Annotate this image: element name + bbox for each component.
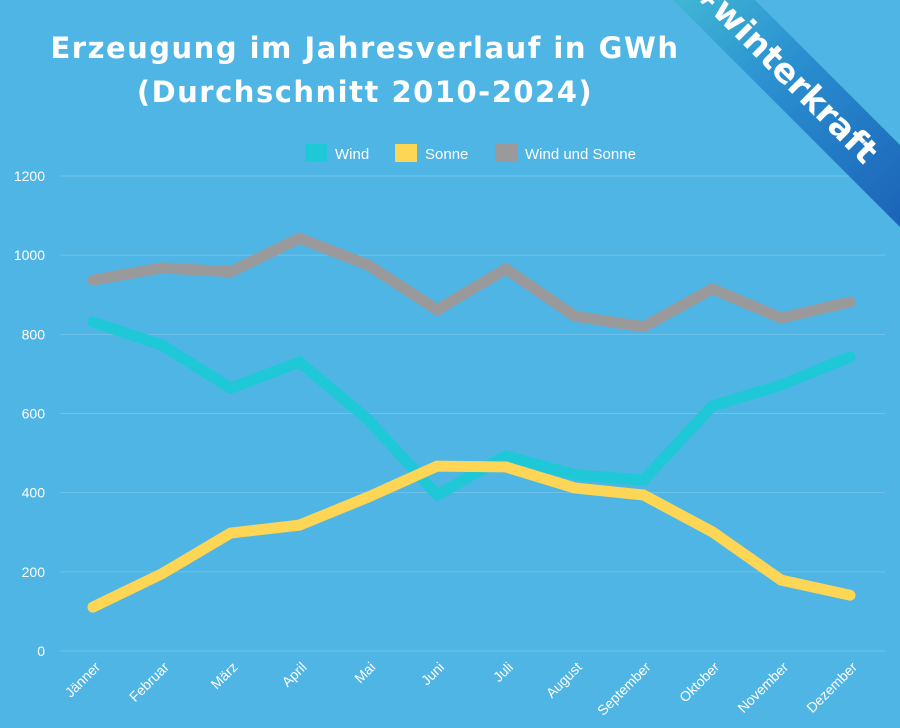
legend-swatch: [495, 144, 517, 162]
y-tick-label: 600: [22, 406, 46, 422]
legend-swatch: [395, 144, 417, 162]
y-tick-label: 200: [22, 564, 46, 580]
x-tick-label: September: [594, 659, 654, 719]
x-tick-label: Dezember: [803, 659, 860, 716]
x-tick-label: Oktober: [676, 659, 723, 706]
y-tick-label: 800: [22, 326, 46, 342]
x-tick-label: März: [207, 659, 240, 692]
series-line-wind: [87, 316, 856, 502]
x-tick-label: Jänner: [62, 659, 104, 701]
title-line: Erzeugung im Jahresverlauf in GWh: [50, 31, 680, 65]
x-tick-label: Februar: [126, 659, 172, 705]
series-line-sonne: [87, 460, 856, 613]
x-tick-label: April: [278, 659, 309, 690]
chart-title: Erzeugung im Jahresverlauf in GWh (Durch…: [0, 26, 730, 114]
x-tick-label: Juli: [490, 659, 516, 685]
y-tick-label: 1000: [14, 247, 45, 263]
x-tick-label: Juni: [418, 659, 447, 688]
legend-label: Wind: [335, 146, 369, 163]
x-tick-label: August: [543, 659, 585, 701]
y-tick-label: 0: [37, 643, 45, 659]
series-line-wind-und-sonne: [87, 232, 856, 333]
y-tick-label: 400: [22, 485, 46, 501]
legend-label: Sonne: [425, 146, 468, 163]
x-tick-label: November: [734, 659, 791, 716]
subtitle-line: (Durchschnitt 2010-2024): [136, 75, 594, 109]
x-tick-label: Mai: [351, 659, 378, 686]
legend-label: Wind und Sonne: [525, 146, 636, 163]
y-tick-label: 1200: [14, 168, 45, 184]
legend-swatch: [305, 144, 327, 162]
